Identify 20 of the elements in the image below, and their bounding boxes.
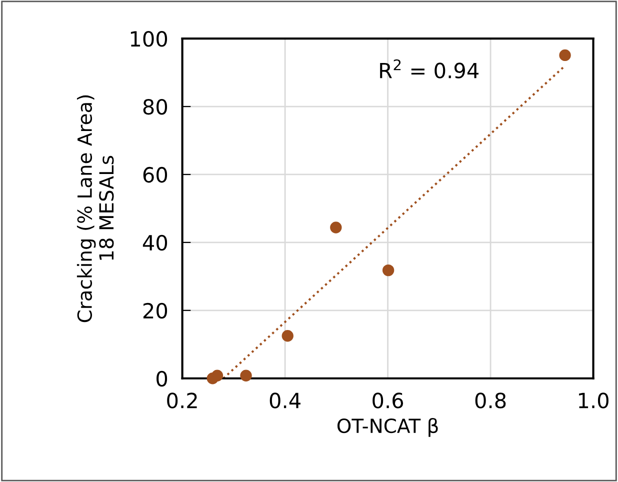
point [282, 330, 294, 342]
point [330, 222, 342, 234]
x-tick-label: 0.2 [167, 392, 197, 408]
y-tick-label: 20 [143, 302, 168, 319]
point [211, 370, 224, 382]
y-tick-label: 40 [142, 234, 168, 251]
point [559, 49, 571, 62]
y-axis-title: Cracking (% Lane Area) 18 MESALs [76, 95, 114, 322]
x-tick-label: 0.4 [270, 392, 300, 408]
x-tick-label: 1.0 [579, 392, 608, 408]
annotation: R$^{2}$ = 0.94 [380, 59, 478, 78]
x-tick-label: 0.6 [372, 392, 404, 408]
y-tick-label: 60 [143, 166, 168, 183]
x-axis-title: OT-NCAT β [337, 418, 438, 437]
point [240, 370, 252, 382]
y-tick-label: 80 [143, 98, 168, 115]
x-tick-label: 0.8 [475, 392, 506, 408]
y-tick-label: 0 [156, 370, 168, 387]
y-tick-label: 100 [130, 31, 168, 47]
point [382, 264, 394, 276]
